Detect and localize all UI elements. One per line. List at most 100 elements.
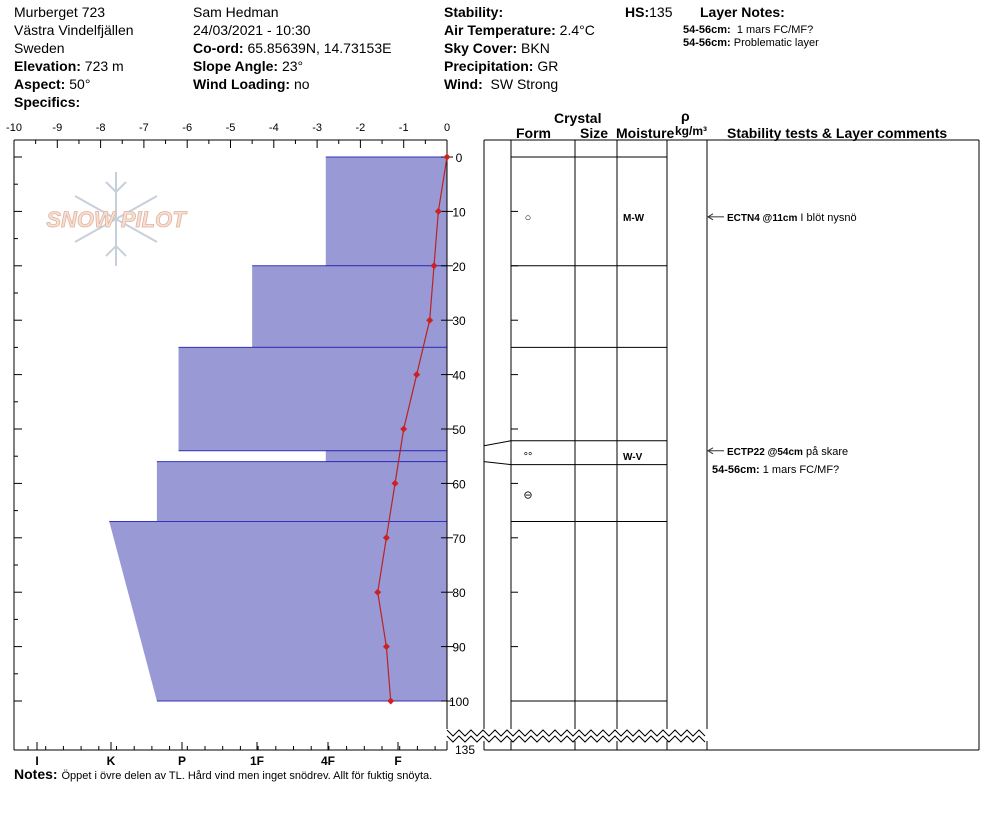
depth-tick-label: 90 [452, 641, 466, 655]
temp-tick-label: -3 [312, 122, 322, 134]
air-temp-value: 2.4°C [559, 22, 595, 38]
moisture-label: W-V [623, 452, 643, 463]
notes-text: Öppet i övre delen av TL. Hård vind men … [61, 770, 433, 782]
air-temp-label: Air Temperature: [444, 22, 556, 38]
temperature-point [430, 262, 438, 270]
size-header: Size [580, 125, 609, 141]
rho-header: ρ [681, 108, 690, 124]
snowflake-icon [74, 172, 158, 266]
temp-tick-label: -8 [96, 122, 106, 134]
scale-break-line [446, 729, 706, 737]
layer-boundary-connector [483, 461, 512, 466]
wind-loading-value: no [293, 76, 310, 92]
depth-tick-label: 80 [452, 586, 466, 600]
hs-label: HS: [625, 4, 650, 20]
temperature-profile [374, 153, 451, 705]
hardness-bar [109, 521, 447, 701]
specifics-label: Specifics: [14, 94, 81, 110]
temperature-point [374, 588, 382, 596]
hardness-tick-label: 4F [321, 754, 335, 768]
temp-tick-label: -9 [52, 122, 62, 134]
sky-cover-value: BKN [521, 40, 550, 56]
aspect-value: 50° [69, 76, 91, 92]
layer-table: ○ M-W °° W-V ⊖ ECTN4 @11cm I blöt nysnö ECTP22… [446, 139, 980, 751]
temp-tick-label: -1 [399, 122, 409, 134]
total-depth-label: 135 [455, 743, 475, 757]
precipitation-value: GR [537, 58, 559, 74]
aspect-label: Aspect: [14, 76, 66, 92]
chart-frame: -10 -9 -8 -7 -6 -5 -4 -3 -2 -1 0010203040506070809… [6, 122, 475, 768]
stability-label: Stability: [444, 4, 504, 20]
temp-tick-label: -5 [226, 122, 236, 134]
temp-tick-label: -7 [139, 122, 149, 134]
wind-label: Wind: [444, 76, 483, 92]
location-name: Murberget 723 [14, 4, 106, 20]
hardness-bar [325, 157, 447, 266]
hardness-tick-label: K [107, 754, 116, 768]
logo-text: SNOW PILOT [46, 207, 187, 232]
grain-form-icon: ⊖ [523, 489, 532, 501]
density-unit: kg/m³ [675, 124, 708, 138]
temperature-point [434, 207, 442, 215]
hs-value: 135 [649, 4, 673, 20]
hardness-tick-label: 1F [250, 754, 264, 768]
snowpilot-logo: SNOW PILOT [46, 172, 188, 266]
hardness-bar [178, 347, 448, 451]
slope-value: 23° [281, 58, 304, 74]
hardness-bar [252, 265, 447, 348]
temperature-point [426, 316, 434, 324]
layer-boundary-connector [483, 440, 512, 447]
observer-name: Sam Hedman [193, 4, 279, 20]
hardness-tick-label: F [394, 754, 401, 768]
moisture-label: M-W [623, 213, 645, 224]
hardness-bar [325, 450, 447, 462]
temperature-point [413, 371, 421, 379]
grain-form-icon: °° [524, 451, 533, 463]
elevation-value: 723 m [84, 58, 124, 74]
country-name: Sweden [14, 40, 65, 56]
temperature-point [382, 534, 390, 542]
grain-form-icon: ○ [525, 212, 532, 224]
layer-note: 54-56cm: Problematic layer [683, 37, 819, 49]
hardness-tick-label: I [35, 754, 38, 768]
layer-note: 54-56cm: 1 mars FC/MF? [683, 24, 814, 36]
depth-tick-label: 60 [452, 477, 466, 491]
elevation-label: Elevation: [14, 58, 81, 74]
temperature-point [382, 643, 390, 651]
precipitation-label: Precipitation: [444, 58, 534, 74]
temp-tick-label: -6 [182, 122, 192, 134]
temperature-point [391, 479, 399, 487]
scale-break-line [446, 735, 706, 743]
arrow-head-icon [707, 447, 714, 455]
depth-tick-label: 10 [452, 205, 466, 219]
stability-comments-header: Stability tests & Layer comments [727, 125, 948, 141]
temperature-point [400, 425, 408, 433]
form-header: Form [516, 125, 551, 141]
notes-label: Notes: [14, 766, 58, 782]
slope-label: Slope Angle: [193, 58, 279, 74]
depth-tick-label: 40 [452, 369, 466, 383]
depth-tick-label: 100 [449, 695, 469, 709]
depth-tick-label: 0 [456, 151, 463, 165]
region-name: Västra Vindelfjällen [14, 22, 134, 38]
temp-tick-label: -10 [6, 122, 22, 134]
crystal-header: Crystal [554, 110, 602, 126]
temperature-point [387, 697, 395, 705]
wind-loading-label: Wind Loading: [193, 76, 291, 92]
temperature-point [443, 153, 451, 161]
depth-tick-label: 50 [452, 423, 466, 437]
coord-label: Co-ord: [193, 40, 244, 56]
depth-tick-label: 30 [452, 314, 466, 328]
depth-tick-label: 20 [452, 260, 466, 274]
sky-cover-label: Sky Cover: [444, 40, 518, 56]
coord-value: 65.85639N, 14.73153E [247, 40, 392, 56]
temp-tick-label: -4 [269, 122, 279, 134]
moisture-header: Moisture [616, 125, 675, 141]
stability-test: ECTP22 @54cm på skare [727, 446, 848, 458]
arrow-head-icon [707, 213, 714, 221]
observation-datetime: 24/03/2021 - 10:30 [193, 22, 311, 38]
temp-tick-label: -2 [356, 122, 366, 134]
hardness-tick-label: P [178, 754, 186, 768]
stability-test: ECTN4 @11cm I blöt nysnö [727, 212, 857, 224]
